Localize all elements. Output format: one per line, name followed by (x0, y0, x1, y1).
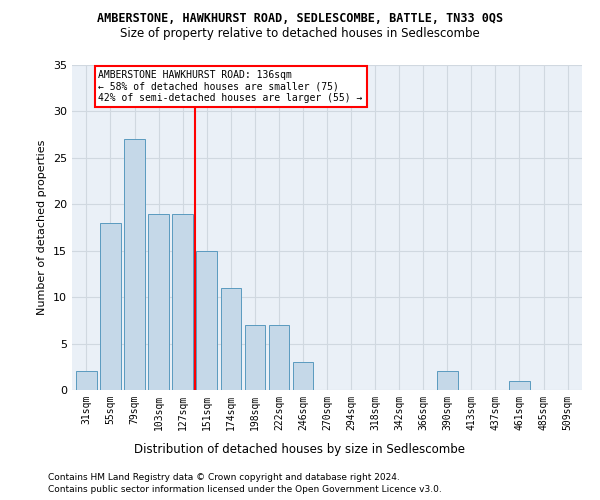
Bar (148, 214, 169, 390)
Text: AMBERSTONE, HAWKHURST ROAD, SEDLESCOMBE, BATTLE, TN33 0QS: AMBERSTONE, HAWKHURST ROAD, SEDLESCOMBE,… (97, 12, 503, 26)
Bar (124, 140, 145, 390)
Text: AMBERSTONE HAWKHURST ROAD: 136sqm
← 58% of detached houses are smaller (75)
42% : AMBERSTONE HAWKHURST ROAD: 136sqm ← 58% … (98, 70, 363, 103)
Bar (100, 223, 121, 390)
Bar (437, 372, 458, 390)
Bar (221, 288, 241, 390)
Bar (172, 214, 193, 390)
Y-axis label: Number of detached properties: Number of detached properties (37, 140, 47, 315)
Text: Size of property relative to detached houses in Sedlescombe: Size of property relative to detached ho… (120, 28, 480, 40)
Text: Contains public sector information licensed under the Open Government Licence v3: Contains public sector information licen… (48, 485, 442, 494)
Bar (196, 250, 217, 390)
Bar (509, 380, 530, 390)
Bar (76, 372, 97, 390)
Bar (293, 362, 313, 390)
Text: Contains HM Land Registry data © Crown copyright and database right 2024.: Contains HM Land Registry data © Crown c… (48, 472, 400, 482)
Text: Distribution of detached houses by size in Sedlescombe: Distribution of detached houses by size … (134, 442, 466, 456)
Bar (245, 325, 265, 390)
Bar (269, 325, 289, 390)
